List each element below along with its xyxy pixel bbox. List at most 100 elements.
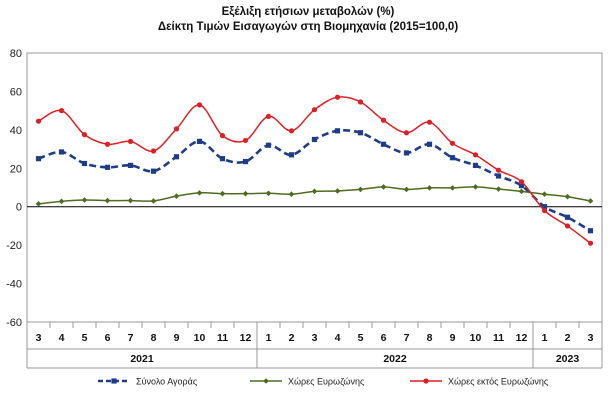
x-tick-label: 12 (240, 332, 252, 344)
data-point (35, 118, 42, 124)
y-tick-label: 0 (16, 202, 22, 214)
data-point (495, 167, 502, 173)
series-line-total-market (38, 129, 592, 232)
data-point (35, 201, 42, 207)
y-tick-label: 60 (10, 86, 22, 98)
data-point (403, 186, 410, 193)
data-point (127, 162, 134, 169)
data-point (111, 378, 117, 384)
data-point (58, 198, 65, 205)
x-tick-label: 7 (128, 332, 134, 344)
data-point (81, 197, 88, 203)
x-tick-label: 8 (151, 332, 157, 344)
data-point (219, 133, 226, 139)
data-point (380, 117, 387, 123)
x-tick-label: 3 (312, 332, 318, 344)
data-point (449, 155, 456, 161)
x-tick-label: 9 (174, 332, 180, 344)
data-point (426, 119, 433, 125)
data-point (173, 193, 180, 199)
data-point (242, 158, 249, 165)
data-point (423, 378, 429, 384)
series-line-non-eurozone (38, 96, 591, 244)
data-point (311, 188, 318, 195)
data-point (564, 223, 571, 229)
data-point (150, 198, 157, 204)
data-point (357, 99, 364, 105)
year-label: 2023 (556, 353, 580, 365)
data-point (334, 128, 341, 134)
data-point (357, 130, 364, 136)
y-tick-label: 80 (10, 48, 22, 60)
data-point (196, 138, 203, 144)
data-point (265, 113, 272, 120)
x-tick-label: 11 (217, 332, 228, 344)
x-tick-label: 7 (404, 332, 410, 344)
data-point (380, 141, 387, 147)
data-point (518, 188, 525, 195)
data-point (541, 207, 548, 214)
data-point (311, 107, 318, 113)
data-point (150, 148, 157, 154)
x-tick-label: 3 (36, 332, 42, 344)
data-point (196, 190, 203, 196)
data-point (150, 168, 157, 174)
data-point (564, 193, 571, 200)
data-point (81, 132, 88, 138)
data-point (426, 185, 433, 191)
x-tick-label: 11 (493, 332, 504, 344)
data-point (449, 185, 456, 191)
x-tick-label: 8 (427, 332, 433, 344)
x-tick-label: 10 (470, 332, 482, 344)
data-point (334, 94, 341, 100)
data-point (495, 186, 502, 192)
data-point (104, 197, 111, 204)
data-point (288, 191, 295, 198)
data-point (472, 184, 479, 190)
data-point (219, 156, 226, 162)
data-point (334, 188, 341, 194)
plot-area (26, 52, 603, 323)
data-point (242, 190, 249, 197)
data-point (518, 179, 525, 185)
data-point (104, 141, 111, 147)
data-point (58, 108, 65, 114)
x-tick-label: 2 (289, 332, 295, 344)
x-tick-label: 5 (82, 332, 88, 344)
x-tick-label: 1 (542, 332, 548, 344)
data-point (518, 182, 525, 189)
data-point (426, 141, 433, 147)
data-point (242, 137, 249, 144)
data-point (81, 160, 88, 167)
data-point (472, 162, 479, 169)
legend-label: Χώρες εκτός Ευρωζώνης (448, 377, 549, 387)
x-tick-label: 10 (194, 332, 206, 344)
data-point (357, 186, 364, 193)
data-point (35, 156, 42, 162)
y-tick-label: 20 (10, 163, 22, 175)
data-point (265, 142, 272, 148)
data-point (449, 140, 456, 146)
data-point (58, 149, 65, 155)
data-point (288, 152, 295, 158)
x-tick-label: 4 (59, 332, 65, 344)
chart-title: Εξέλιξη ετήσιων μεταβολών (%) (221, 6, 395, 18)
x-tick-label: 1 (266, 332, 272, 344)
x-tick-label: 2 (565, 332, 571, 344)
y-tick-label: 40 (10, 125, 22, 137)
y-tick-label: -20 (6, 240, 22, 252)
data-point (472, 152, 479, 158)
chart-subtitle: Δείκτη Τιμών Εισαγωγών στη Βιομηχανία (2… (157, 21, 459, 33)
data-point (564, 214, 571, 220)
data-point (541, 204, 548, 210)
data-point (265, 190, 272, 197)
x-tick-label: 4 (335, 332, 341, 344)
data-point (173, 126, 180, 132)
data-point (173, 154, 180, 160)
data-point (288, 128, 295, 134)
y-tick-label: -40 (6, 279, 22, 291)
data-point (196, 102, 203, 108)
data-point (104, 164, 111, 170)
x-tick-label: 6 (381, 332, 387, 344)
